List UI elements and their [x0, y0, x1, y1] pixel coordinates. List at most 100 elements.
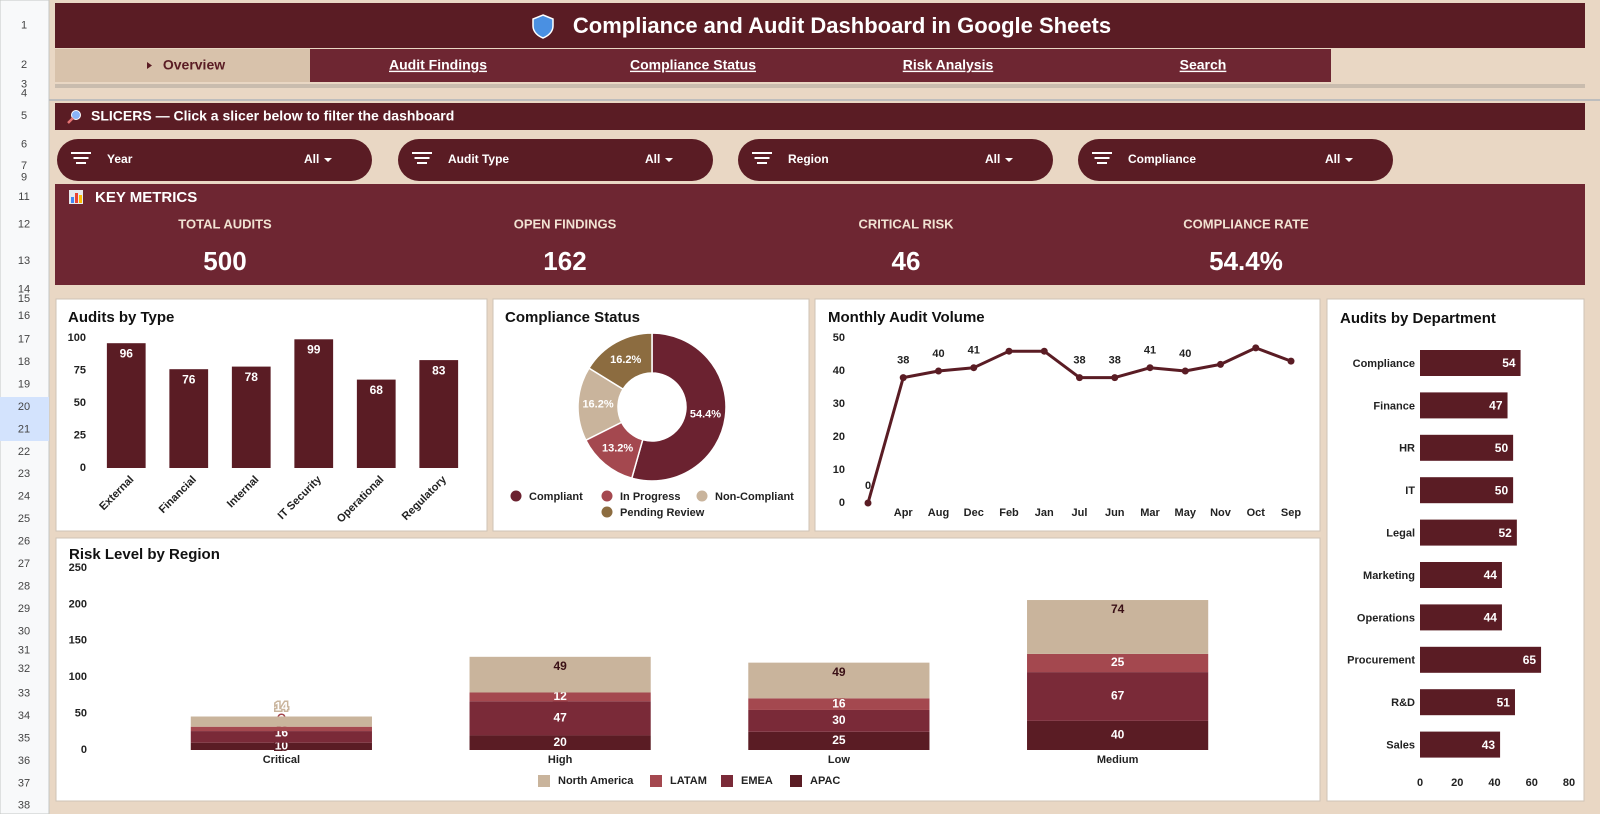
row-number: 7 [21, 160, 27, 172]
data-label: 13.2% [602, 443, 633, 455]
line-point [1005, 347, 1013, 355]
chart-title: Monthly Audit Volume [828, 309, 985, 326]
bar [294, 339, 334, 468]
data-label: 99 [307, 342, 321, 356]
legend-swatch [790, 775, 802, 787]
bar [1420, 519, 1517, 546]
slicer[interactable] [1078, 139, 1393, 181]
separator [55, 84, 1585, 88]
y-tick-label: 50 [75, 708, 87, 720]
data-label: 40 [1179, 348, 1191, 360]
row-number: 38 [18, 800, 30, 812]
line-point [1040, 347, 1048, 355]
metric-value: 54.4% [1209, 246, 1283, 276]
y-tick-label: HR [1399, 443, 1415, 455]
x-tick-label: Jun [1105, 507, 1125, 519]
chart-title: Risk Level by Region [69, 546, 220, 563]
row-number: 5 [21, 110, 27, 122]
y-tick-label: Finance [1373, 400, 1415, 412]
chart-panel [814, 298, 1321, 532]
x-tick-label: Medium [1097, 754, 1139, 766]
row-number: 19 [18, 378, 30, 390]
metrics-title: KEY METRICS [95, 189, 197, 206]
row-number: 29 [18, 603, 30, 615]
search-icon [67, 110, 81, 124]
x-tick-label: Dec [964, 507, 984, 519]
nav-tab[interactable]: Audit Findings [389, 57, 487, 73]
tab-arrow [147, 62, 152, 69]
row-number: 20 [18, 401, 30, 413]
row-number: 23 [18, 468, 30, 480]
slicer-value: All [645, 152, 660, 166]
data-label: 14 [275, 700, 289, 714]
line-point [864, 499, 872, 507]
row-number: 32 [18, 663, 30, 675]
metric-label: OPEN FINDINGS [514, 216, 617, 231]
slicer-label: Region [788, 152, 829, 166]
shield-icon [532, 14, 554, 39]
nav-tab[interactable]: Search [1180, 57, 1227, 73]
chart-title: Compliance Status [505, 309, 640, 326]
bar-segment [469, 692, 651, 702]
bar-segment [190, 716, 372, 727]
bar-segment [190, 742, 372, 750]
nav-tab[interactable]: Risk Analysis [903, 57, 994, 73]
row-number: 16 [18, 310, 30, 322]
y-tick-label: 200 [69, 598, 87, 610]
y-tick-label: 30 [833, 398, 845, 410]
legend-label: In Progress [620, 491, 681, 503]
bar [419, 360, 459, 468]
row-number: 26 [18, 536, 30, 548]
y-tick-label: 0 [80, 462, 86, 474]
y-tick-label: Sales [1386, 740, 1415, 752]
nav-tab[interactable]: Overview [163, 57, 225, 73]
bar [1420, 392, 1508, 419]
slicer-value: All [985, 152, 1000, 166]
data-label: 49 [553, 659, 567, 673]
slicer-label: Compliance [1128, 152, 1196, 166]
data-label: 54 [1502, 356, 1516, 370]
slicer[interactable] [738, 139, 1053, 181]
legend-swatch [601, 490, 613, 502]
selected-rows [0, 397, 49, 441]
metric-label: COMPLIANCE RATE [1183, 216, 1309, 231]
x-tick-label: May [1175, 507, 1197, 519]
x-tick-label: Jan [1035, 507, 1054, 519]
row-number: 14 [18, 284, 30, 296]
row-number: 1 [21, 19, 27, 31]
y-tick-label: 25 [74, 429, 86, 441]
metric-value: 46 [892, 246, 921, 276]
chart-icon [69, 190, 83, 204]
data-label: 47 [1489, 399, 1503, 413]
bar [356, 379, 396, 468]
dropdown-caret [665, 158, 673, 162]
bar-segment [190, 726, 372, 732]
row-number: 6 [21, 139, 27, 151]
dashboard-title: Compliance and Audit Dashboard in Google… [573, 13, 1111, 38]
data-label: 44 [1484, 611, 1498, 625]
metrics-panel [55, 184, 1585, 285]
bar [1420, 604, 1502, 631]
y-tick-label: Procurement [1347, 655, 1415, 667]
bar-segment [748, 731, 930, 750]
row-number: 17 [18, 334, 30, 346]
row-number: 3 [21, 79, 27, 91]
legend-label: Pending Review [620, 507, 705, 519]
bar [106, 343, 146, 468]
legend-label: APAC [810, 775, 840, 787]
bar [1420, 562, 1502, 588]
tab-active-bg [55, 49, 310, 82]
chart-title: Audits by Type [68, 309, 174, 326]
row-number: 12 [18, 218, 30, 230]
slicer[interactable] [398, 139, 713, 181]
slicer[interactable] [57, 139, 372, 181]
nav-tab[interactable]: Compliance Status [630, 57, 756, 73]
row-number: 2 [21, 59, 27, 71]
legend-swatch [510, 490, 522, 502]
x-tick-label: 40 [1488, 777, 1500, 789]
bar-segment [748, 662, 930, 699]
title-bar [55, 3, 1585, 48]
row-number: 13 [18, 255, 30, 267]
line-point [1181, 367, 1189, 375]
